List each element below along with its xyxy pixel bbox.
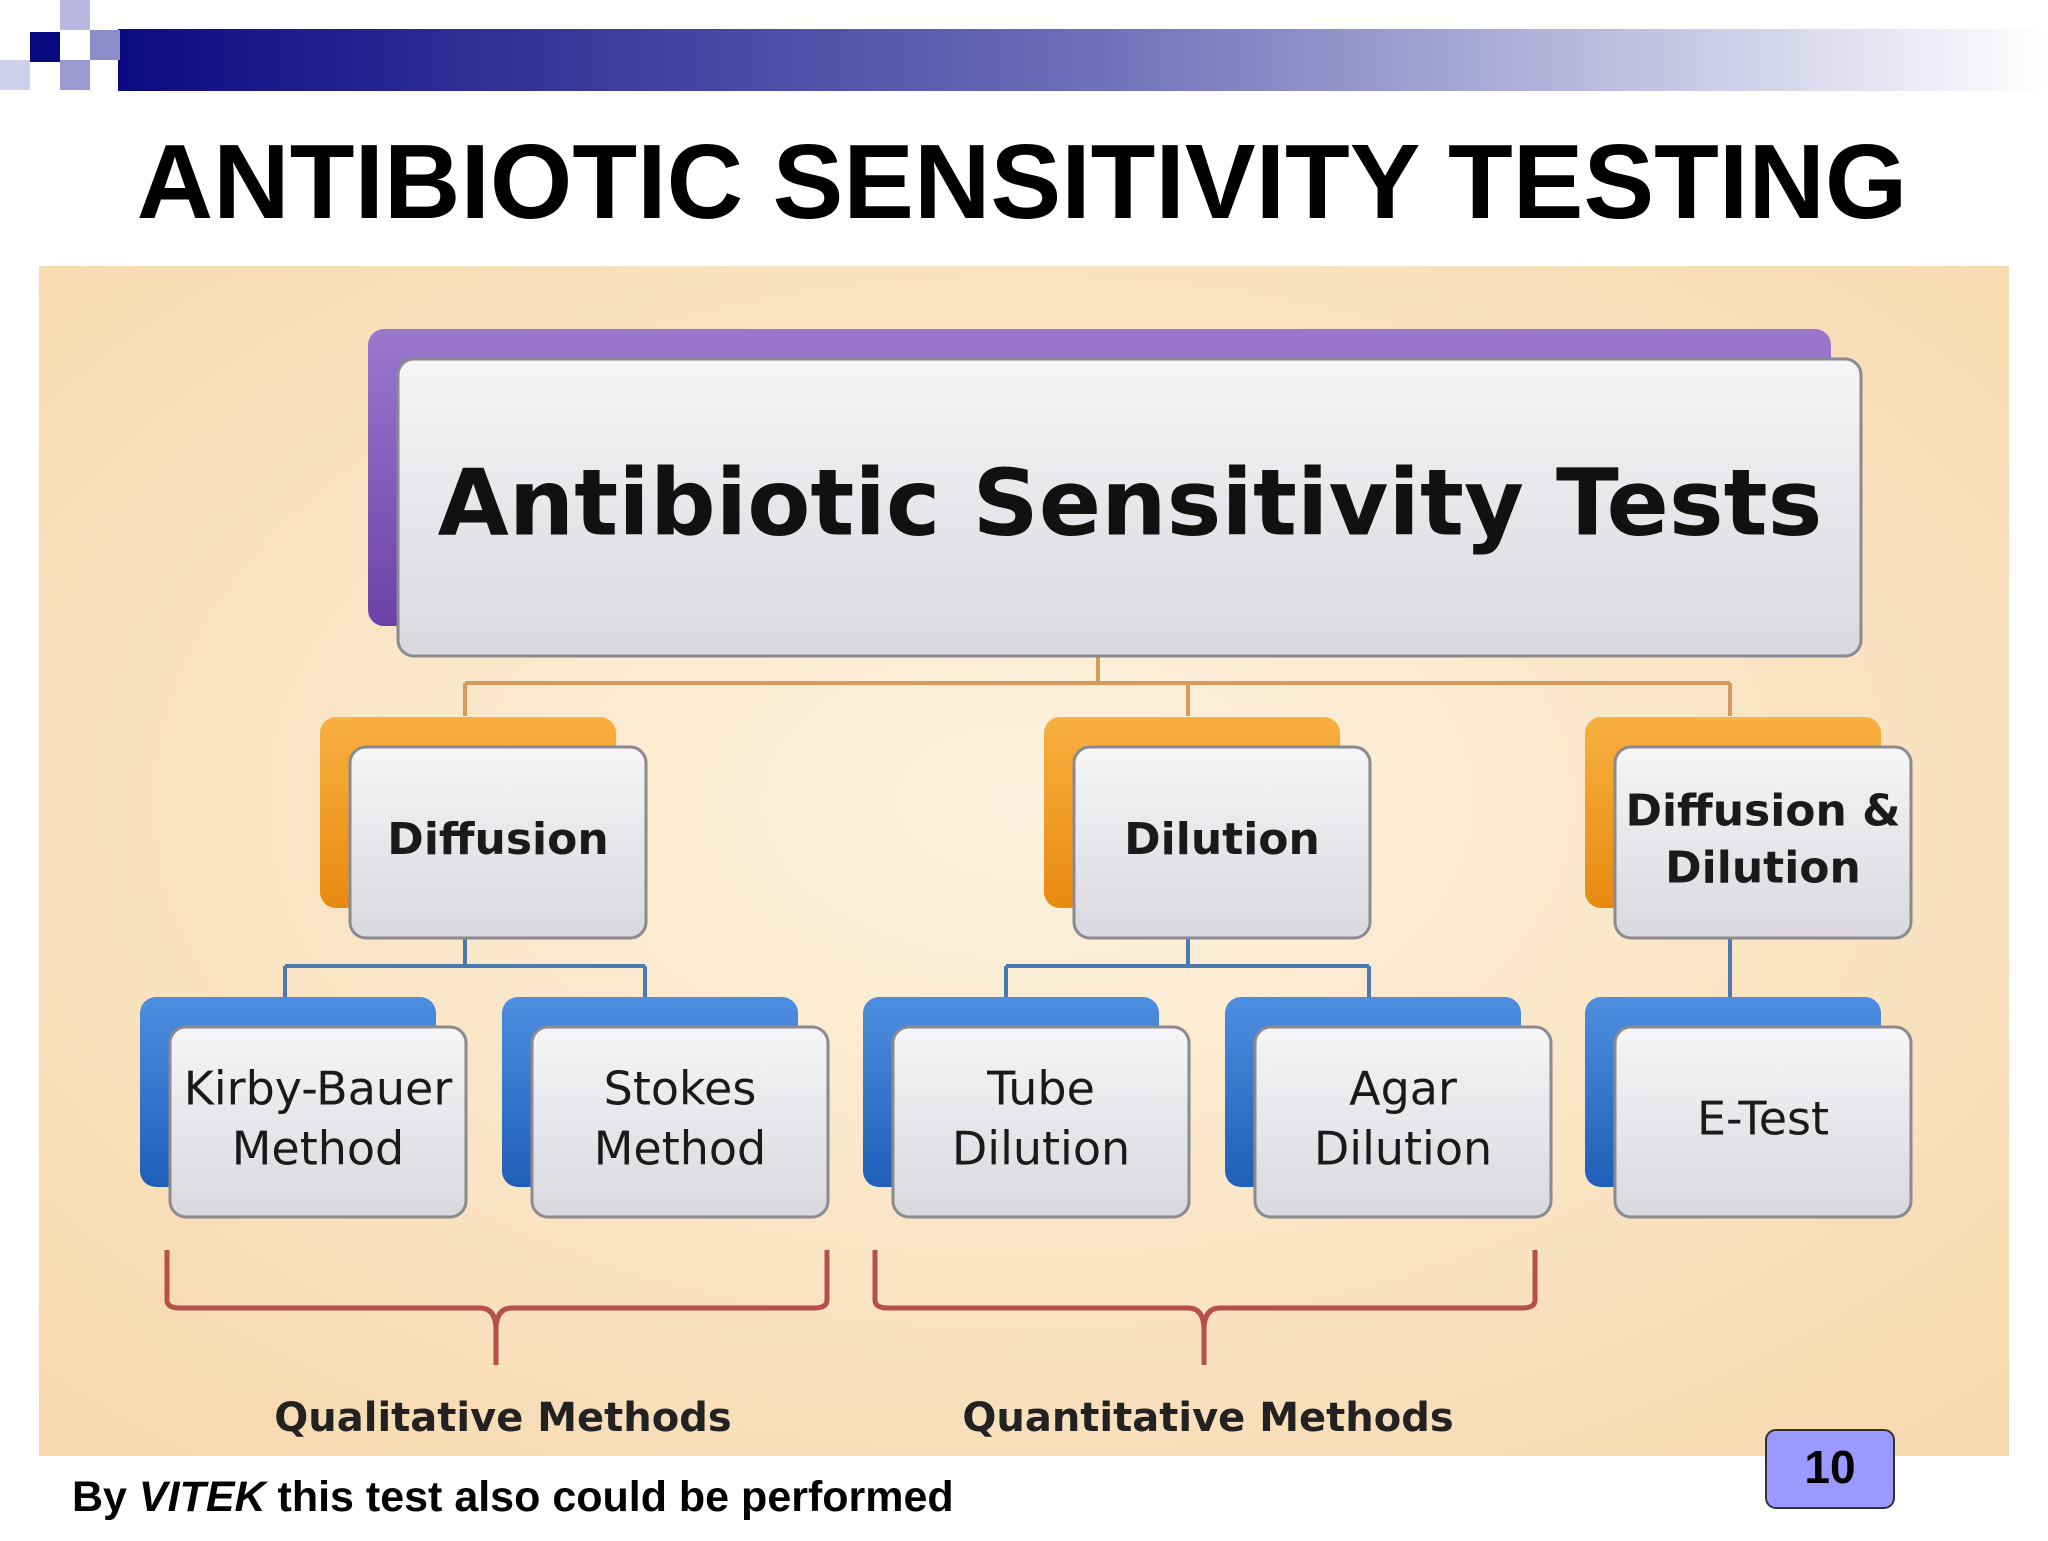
brackets <box>164 1250 1538 1365</box>
node-label: Method <box>594 1121 767 1175</box>
footer-emphasis: VITEK <box>139 1473 269 1521</box>
category-node: Diffusion & Dilution <box>1585 717 1913 940</box>
page-number-box <box>1765 1429 1895 1509</box>
footer-suffix: this test also could be performed <box>278 1473 954 1521</box>
node-label: Method <box>232 1121 405 1175</box>
box-front <box>1253 1025 1553 1219</box>
node-label: Dilution <box>952 1121 1130 1175</box>
corner-square <box>60 0 90 30</box>
box-front <box>530 1025 830 1219</box>
corner-square <box>60 60 90 90</box>
footer-prefix: By <box>72 1473 127 1521</box>
corner-square <box>90 30 120 60</box>
page-number: 10 <box>1804 1441 1855 1493</box>
group-label: Qualitative Methods <box>274 1395 731 1441</box>
node-label: Dilution <box>1314 1121 1492 1175</box>
node-label: Stokes <box>604 1062 757 1116</box>
category-node: Dilution <box>1044 717 1372 940</box>
footer-note: By VITEK this test also could be perform… <box>72 1473 954 1521</box>
box-front <box>168 1025 468 1219</box>
box-front <box>1072 745 1372 940</box>
corner-square <box>30 32 60 62</box>
node-label: Kirby-Bauer <box>184 1062 453 1116</box>
node-label: Dilution <box>1124 814 1320 865</box>
box-front <box>891 1025 1191 1219</box>
slide-title: ANTIBIOTIC SENSITIVITY TESTING <box>137 123 1908 241</box>
method-node: E-Test <box>1585 997 1913 1219</box>
corner-square <box>0 60 30 90</box>
root-connectors <box>463 656 1732 716</box>
node-label: E-Test <box>1697 1092 1829 1146</box>
root-label: Antibiotic Sensitivity Tests <box>438 449 1823 556</box>
header-bar <box>118 29 2048 91</box>
box-front <box>348 745 648 940</box>
group-label: Quantitative Methods <box>962 1395 1453 1441</box>
node-label: Dilution <box>1665 843 1861 894</box>
node-label: Diffusion & <box>1625 785 1900 836</box>
node-label: Tube <box>986 1062 1095 1116</box>
category-node: Diffusion <box>320 717 648 940</box>
box-front <box>396 357 1863 658</box>
box-front <box>1613 745 1913 940</box>
root-node: Antibiotic Sensitivity Tests <box>368 329 1863 658</box>
box-front <box>1613 1025 1913 1219</box>
node-label: Diffusion <box>387 814 608 865</box>
method-connectors <box>283 938 1732 999</box>
node-label: Agar <box>1349 1062 1457 1116</box>
